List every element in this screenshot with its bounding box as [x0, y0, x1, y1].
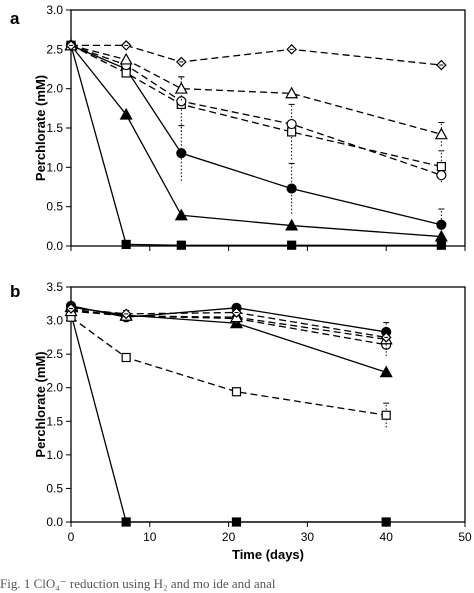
- y-tick-label: 3.0: [46, 3, 63, 17]
- data-marker-triangle: [285, 218, 299, 231]
- series-line: [70, 313, 387, 523]
- data-marker-square: [231, 517, 242, 527]
- data-marker-circle: [176, 96, 187, 107]
- y-tick-label: 0.0: [46, 239, 63, 253]
- data-marker-square: [231, 387, 242, 397]
- chart-panel-b: 0.0 0.5 1.0 1.5 2.0 2.5 3.0 3.5 0 10 20 30 40 50 Perch…: [10, 280, 472, 562]
- y-tick-label: 1.5: [46, 414, 63, 428]
- data-marker-circle: [436, 170, 447, 181]
- chart-panel-a: 0.0 0.5 1.0 1.5 2.0 2.5 3.0 Perchlorate (mM) a: [10, 3, 466, 253]
- data-marker-square: [121, 517, 131, 527]
- data-marker-square: [121, 352, 131, 363]
- data-marker-triangle: [285, 86, 299, 99]
- x-axis-label: Time (days): [232, 547, 304, 562]
- data-marker-square: [436, 240, 446, 250]
- data-marker-triangle: [119, 107, 133, 120]
- plot-frame: [70, 286, 466, 523]
- data-marker-square: [287, 240, 297, 250]
- data-marker-square: [381, 410, 391, 420]
- y-axis-label: Perchlorate (mM): [33, 351, 48, 457]
- y-tick-label: 1.0: [46, 160, 63, 174]
- panel-letter: a: [10, 9, 20, 28]
- series-line: [70, 309, 387, 346]
- data-marker-square: [436, 161, 446, 172]
- x-tick-label: 50: [458, 530, 472, 544]
- data-marker-square: [121, 239, 131, 250]
- data-marker-square: [381, 517, 391, 527]
- y-axis-label: Perchlorate (mM): [33, 75, 48, 181]
- data-marker-triangle: [174, 208, 188, 221]
- data-marker-triangle: [174, 81, 188, 94]
- y-tick-label: 2.5: [46, 347, 63, 361]
- data-marker-triangle: [379, 365, 393, 378]
- y-tick-label: 2.0: [46, 82, 63, 96]
- series-line: [70, 44, 442, 135]
- y-tick-label: 3.5: [46, 280, 63, 294]
- data-marker-circle: [176, 148, 187, 159]
- y-tick-label: 1.0: [46, 448, 63, 462]
- y-tick-label: 2.5: [46, 42, 63, 56]
- y-tick-label: 3.0: [46, 314, 63, 328]
- series-line: [70, 307, 387, 338]
- panel-letter: b: [10, 282, 20, 301]
- y-tick-label: 1.5: [46, 121, 63, 135]
- y-tick-label: 0.5: [46, 200, 63, 214]
- figure-caption: Fig. 1 ClO₄⁻ reduction using H₂ and mo i…: [0, 576, 276, 591]
- x-tick-label: 40: [380, 530, 394, 544]
- series-line: [70, 316, 387, 416]
- series-line: [70, 310, 387, 341]
- y-tick-label: 0.0: [46, 515, 63, 529]
- data-marker-triangle: [434, 127, 448, 140]
- x-tick-label: 0: [68, 530, 75, 544]
- data-marker-circle: [436, 219, 447, 230]
- data-marker-triangle: [119, 52, 133, 65]
- y-tick-label: 2.0: [46, 381, 63, 395]
- x-tick-label: 10: [143, 530, 157, 544]
- data-marker-circle: [286, 183, 297, 194]
- x-tick-label: 20: [222, 530, 236, 544]
- data-marker-square: [176, 240, 186, 250]
- x-tick-label: 30: [301, 530, 315, 544]
- figure: 0.0 0.5 1.0 1.5 2.0 2.5 3.0 Perchlorate (mM) a 0…: [10, 3, 472, 562]
- y-tick-label: 0.5: [46, 481, 63, 495]
- data-marker-circle: [286, 118, 297, 130]
